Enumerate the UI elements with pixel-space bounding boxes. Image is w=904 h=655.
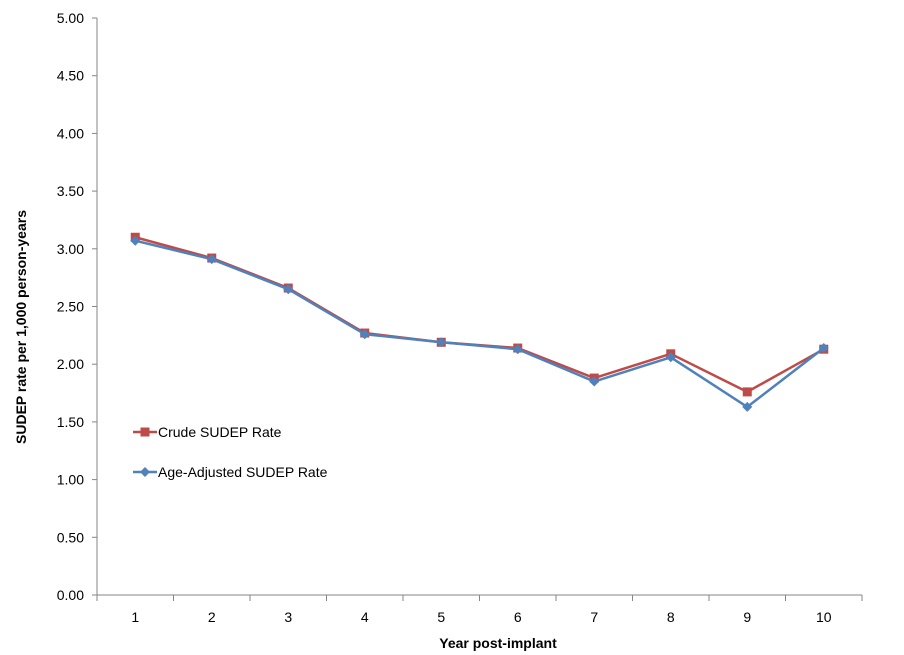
data-point [589,376,600,387]
x-tick-label: 9 [743,609,751,625]
series-line [134,236,825,394]
x-tick-label: 7 [590,609,598,625]
chart-axes [96,18,862,596]
y-tick-label: 5.00 [57,10,84,26]
y-tick-label: 0.00 [57,587,84,603]
x-tick-label: 10 [816,609,832,625]
data-point [742,387,752,397]
data-point [436,337,447,348]
y-tick-label: 0.50 [57,529,84,545]
data-point [665,352,676,363]
legend-item: Crude SUDEP Rate [133,424,282,440]
series-age-adjusted [130,235,829,412]
x-tick-label: 8 [667,609,675,625]
x-tick-label: 3 [284,609,292,625]
data-point [818,343,829,354]
y-tick-label: 4.00 [57,125,84,141]
x-tick-label: 2 [208,609,216,625]
data-point [512,344,523,355]
legend-label: Crude SUDEP Rate [158,424,282,440]
series-crude [130,232,829,397]
legend-marker [140,427,150,437]
x-axis-ticks: 1 2 3 4 5 6 7 8 9 10 [96,595,863,625]
x-tick-label: 4 [361,609,369,625]
y-axis-ticks: 0.00 0.50 1.00 1.50 2.00 2.50 3.00 3.50 4.00 4.50… [57,10,97,603]
legend-marker [140,467,150,477]
data-point [283,284,294,295]
y-tick-label: 4.50 [57,68,84,84]
y-tick-label: 3.50 [57,183,84,199]
data-point [359,329,370,340]
x-tick-label: 5 [437,609,445,625]
y-tick-label: 1.00 [57,472,84,488]
y-tick-label: 2.00 [57,356,84,372]
x-axis-title: Year post-implant [439,635,557,651]
x-tick-label: 1 [131,609,139,625]
data-point [742,401,753,412]
y-tick-label: 3.00 [57,241,84,257]
y-axis-title: SUDEP rate per 1,000 person-years [13,210,29,444]
series-layer [130,232,829,412]
data-point [130,235,141,246]
series-line [134,239,825,409]
y-tick-label: 1.50 [57,414,84,430]
legend: Crude SUDEP Rate Age-Adjusted SUDEP Rate [133,424,328,480]
data-point [206,254,217,265]
legend-label: Age-Adjusted SUDEP Rate [158,464,328,480]
y-tick-label: 2.50 [57,299,84,315]
legend-item: Age-Adjusted SUDEP Rate [133,464,328,480]
x-tick-label: 6 [514,609,522,625]
